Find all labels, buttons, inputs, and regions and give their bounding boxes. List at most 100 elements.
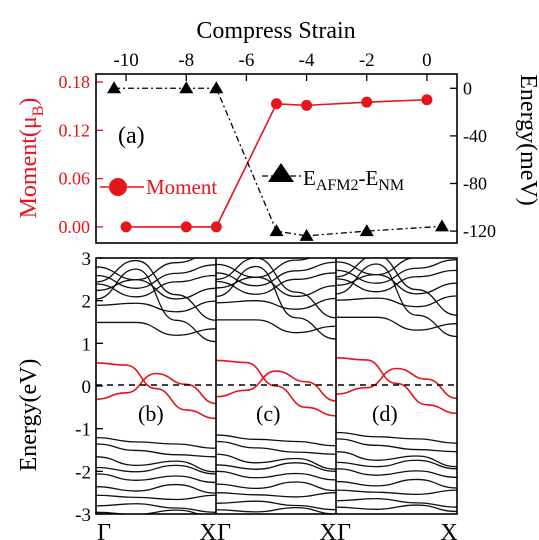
left-y-title-end: ) [16, 98, 42, 106]
moment-point [210, 221, 222, 233]
legend-moment: Moment [100, 175, 217, 199]
band-y-ticks: -3 -2 -1 0 1 2 3 [75, 249, 103, 526]
legend-moment-label: Moment [146, 175, 217, 199]
valence-band [215, 492, 337, 498]
crossing-band [335, 357, 457, 415]
top-x-tick-label: -4 [299, 50, 315, 71]
band-y-axis-title: Energy(eV) [16, 359, 42, 472]
conduction-band [96, 321, 217, 336]
left-y-tick-label: 0.18 [59, 72, 91, 92]
left-y-tick-label: 0.12 [59, 120, 91, 140]
legend-moment-marker [109, 178, 127, 196]
legend-energy-part2: AFM2 [316, 177, 359, 194]
conduction-band [335, 258, 457, 316]
valence-band [96, 494, 217, 501]
right-y-tick-label: -80 [463, 173, 487, 193]
panel-label-a: (a) [118, 123, 145, 149]
conduction-band [216, 319, 337, 334]
moment-point [120, 221, 132, 233]
conduction-band [96, 268, 217, 343]
conduction-band [336, 316, 457, 331]
right-y-tick-label: -40 [463, 126, 487, 146]
valence-band [335, 497, 457, 508]
legend-energy-marker [268, 163, 294, 182]
energy-point [359, 224, 374, 237]
left-y-title-sub: B [30, 106, 47, 117]
band-lines [96, 258, 457, 514]
moment-series-line [126, 98, 427, 228]
moment-point [271, 98, 282, 110]
valence-band [215, 453, 337, 470]
band-y-tick-label: -3 [75, 505, 91, 526]
valence-band [335, 438, 457, 453]
valence-band [96, 443, 217, 458]
conduction-band [96, 300, 217, 313]
valence-band [335, 451, 457, 468]
band-y-tick-label: 3 [82, 249, 92, 270]
top-x-ticks: -10 -8 -6 -4 -2 0 [113, 50, 432, 81]
valence-band [215, 500, 337, 511]
k-label-gamma: Γ [217, 520, 231, 540]
valence-band [335, 478, 457, 489]
conduction-band [335, 258, 420, 276]
right-y-ticks: 0 -40 -80 -120 [450, 78, 496, 241]
k-label-gamma: Γ [97, 520, 111, 540]
moment-point [301, 99, 313, 111]
top-x-tick-label: -10 [113, 50, 138, 71]
valence-band [96, 503, 217, 513]
band-y-tick-label: 2 [82, 292, 92, 313]
conduction-band [215, 261, 337, 287]
panel-a: Compress Strain -10 -8 -6 -4 -2 0 0.00 0.06 0.1… [16, 18, 539, 244]
legend-energy-part1: E [303, 166, 316, 190]
energy-point [269, 224, 284, 237]
valence-band [96, 473, 217, 484]
band-y-tick-label: 0 [82, 377, 92, 398]
band-y-tick-label: 1 [82, 334, 92, 355]
valence-band [335, 431, 457, 444]
valence-band [215, 481, 337, 492]
conduction-band [335, 259, 457, 284]
legend-energy-label: EAFM2-ENM [303, 166, 404, 194]
conduction-band [96, 259, 217, 321]
crossing-band [96, 372, 217, 405]
left-y-axis-title: Moment(μB) [16, 98, 47, 219]
valence-band [96, 483, 217, 494]
conduction-band [96, 258, 197, 281]
valence-band [96, 464, 217, 475]
valence-band [215, 434, 337, 447]
crossing-band [215, 370, 337, 402]
conduction-band [215, 297, 337, 310]
band-y-tick-label: -2 [75, 462, 91, 483]
band-y-tick-label: -1 [75, 420, 91, 441]
right-y-tick-label: 0 [463, 78, 472, 98]
valence-band [96, 436, 217, 449]
conduction-band [215, 265, 337, 340]
valence-band [335, 489, 457, 496]
conduction-band [215, 258, 337, 319]
panel-a-frame [95, 73, 458, 244]
energy-point [107, 81, 122, 94]
energy-point [299, 228, 314, 241]
energy-point [209, 81, 224, 94]
crossing-band [96, 362, 217, 420]
conduction-band [335, 295, 457, 308]
valence-band [215, 462, 337, 472]
moment-point [180, 221, 192, 233]
energy-series-line [114, 87, 442, 237]
left-y-tick-label: 0.00 [59, 217, 91, 237]
crossing-band [335, 367, 457, 400]
conduction-band [215, 258, 311, 278]
valence-band [335, 504, 457, 513]
k-label-x: X [199, 520, 216, 540]
moment-point [361, 96, 373, 108]
valence-band [96, 456, 217, 473]
panel-label-c: (c) [256, 401, 280, 426]
conduction-band [335, 263, 457, 338]
k-label-x: X [319, 520, 336, 540]
top-x-tick-label: -8 [178, 50, 194, 71]
panel-label-d: (d) [372, 401, 398, 426]
valence-band [335, 468, 457, 478]
